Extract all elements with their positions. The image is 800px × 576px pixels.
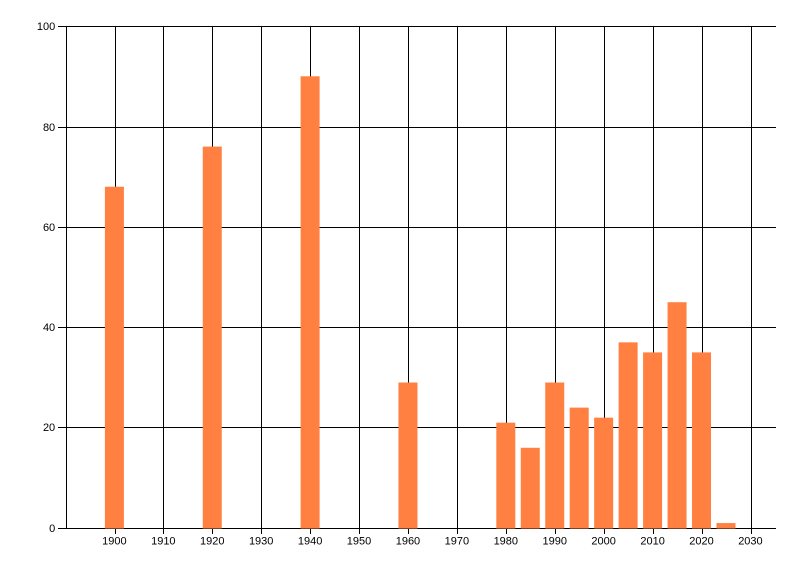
svg-text:2010: 2010 (640, 536, 664, 548)
svg-text:1970: 1970 (445, 536, 469, 548)
svg-text:2020: 2020 (689, 536, 713, 548)
svg-text:1950: 1950 (347, 536, 371, 548)
svg-text:1910: 1910 (151, 536, 175, 548)
svg-text:1960: 1960 (396, 536, 420, 548)
svg-text:1980: 1980 (494, 536, 518, 548)
svg-text:100: 100 (37, 21, 55, 33)
svg-text:1920: 1920 (200, 536, 224, 548)
svg-text:80: 80 (43, 122, 55, 134)
svg-text:1900: 1900 (102, 536, 126, 548)
svg-text:2000: 2000 (591, 536, 615, 548)
svg-text:40: 40 (43, 322, 55, 334)
svg-text:1930: 1930 (249, 536, 273, 548)
svg-text:0: 0 (49, 523, 55, 535)
svg-text:1940: 1940 (298, 536, 322, 548)
svg-text:2030: 2030 (738, 536, 762, 548)
svg-text:60: 60 (43, 222, 55, 234)
svg-text:20: 20 (43, 422, 55, 434)
svg-text:1990: 1990 (542, 536, 566, 548)
